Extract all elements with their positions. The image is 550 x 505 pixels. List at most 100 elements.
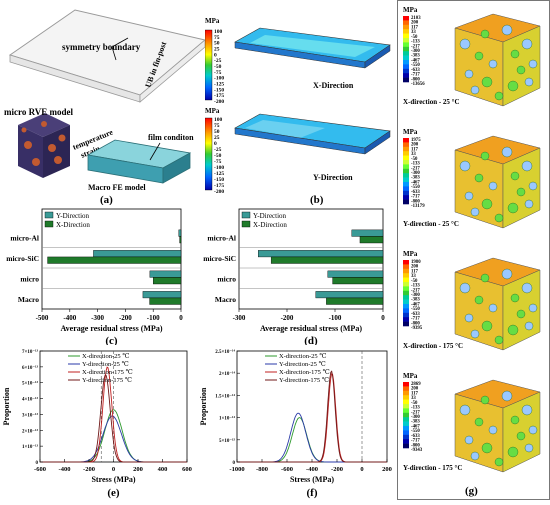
- bar-x-direction: [179, 236, 182, 244]
- category-label: Macro: [215, 295, 236, 304]
- y-tick-label: 0: [36, 461, 39, 466]
- g-caption: X-direction - 25 °C: [403, 98, 460, 106]
- x-tick-label: -200: [331, 466, 343, 473]
- g-unit: MPa: [403, 128, 418, 136]
- x-tick-label: 0: [179, 314, 183, 322]
- bar-y-direction: [258, 250, 384, 258]
- g-colorbar-segment: [403, 412, 409, 418]
- g-tick-label: -133: [411, 40, 420, 45]
- legend-label-y: Y-Direction: [56, 212, 90, 220]
- g-tick-label: -13656: [411, 82, 425, 87]
- sic-particle: [459, 160, 471, 172]
- sic-particle: [510, 415, 520, 425]
- x-tick-label: -600: [281, 466, 293, 473]
- g-colorbar-segment: [403, 273, 409, 278]
- sic-particle: [494, 91, 504, 101]
- g-colorbar-segment: [403, 264, 409, 270]
- sic-particle: [528, 59, 538, 69]
- x-axis-label: Average residual stress (MPa): [61, 324, 163, 333]
- x-axis-label: Stress (MPa): [290, 475, 334, 484]
- sic-particle: [474, 295, 484, 305]
- y-tick-label: 1×10⁻¹⁴: [219, 416, 235, 422]
- g-colorbar-segment: [403, 295, 409, 300]
- colorbar-tick-label: -50: [214, 153, 222, 159]
- x-axis-label: Stress (MPa): [91, 475, 135, 484]
- g-colorbar-segment: [403, 177, 409, 183]
- sic-particle: [516, 431, 526, 441]
- x-tick-label: -1000: [229, 466, 244, 473]
- legend-label-x: X-Direction: [253, 221, 287, 229]
- g-tick-label: -717: [411, 317, 420, 322]
- colorbar-tick-label: -25: [214, 147, 222, 153]
- x-tick-label: -400: [63, 314, 76, 322]
- g-tick-label: -550: [411, 429, 420, 434]
- g-unit: MPa: [403, 250, 418, 258]
- g-colorbar-segment: [403, 173, 409, 178]
- x-tick-label: 0: [360, 466, 363, 473]
- x-tick-label: 200: [382, 466, 392, 473]
- g-colorbar-segment: [403, 439, 409, 444]
- colorbar-tick-label: -150: [214, 177, 224, 183]
- sic-particle: [507, 446, 519, 458]
- sic-particle: [488, 303, 498, 313]
- sic-particle: [521, 282, 533, 294]
- sic-particle: [524, 77, 534, 87]
- sic-particle: [510, 49, 520, 59]
- g-colorbar-segment: [403, 299, 409, 305]
- g-colorbar-segment: [403, 16, 409, 21]
- legend-label: X-direction-175 ℃: [82, 368, 133, 376]
- sic-particle: [501, 390, 513, 402]
- g-colorbar-segment: [403, 51, 409, 56]
- g-colorbar-segment: [403, 190, 409, 196]
- g-tick-label: -467: [411, 180, 420, 185]
- colorbar-tick-label: -100: [214, 165, 224, 171]
- colorbar-tick-label: 25: [214, 47, 220, 53]
- g-colorbar-segment: [403, 290, 409, 296]
- category-label: micro-Al: [207, 233, 236, 242]
- sic-particle: [528, 425, 538, 435]
- x-direction-slab-inner: [250, 35, 375, 57]
- x-tick-label: -100: [329, 314, 342, 322]
- g-tick-label: -217: [411, 166, 420, 171]
- legend-swatch-x: [44, 220, 54, 228]
- sic-particle: [521, 160, 533, 172]
- x-tick-label: -500: [36, 314, 49, 322]
- g-tick-label: -717: [411, 73, 420, 78]
- x-tick-label: -400: [59, 466, 71, 473]
- g-tick-label: -633: [411, 312, 420, 317]
- y-direction-slab-end: [364, 130, 391, 155]
- sic-particle: [494, 335, 504, 345]
- legend-label: Y-direction-25 ℃: [82, 360, 129, 368]
- g-tick-label: 33: [411, 274, 416, 279]
- legend-label-x: X-Direction: [56, 221, 90, 229]
- x-tick-label: -200: [119, 314, 132, 322]
- colorbar-tick-label: 50: [214, 129, 220, 135]
- x-tick-label: 200: [133, 466, 143, 473]
- sic-particle: [524, 443, 534, 453]
- g-colorbar-segment: [403, 155, 409, 161]
- g-colorbar-segment: [403, 404, 409, 409]
- film-arrow: [149, 142, 161, 161]
- b-bottom-unit: MPa: [205, 107, 220, 115]
- bar-x-direction: [359, 236, 384, 244]
- y-tick-label: 2×10⁻¹³: [22, 428, 38, 434]
- g-colorbar-segment: [403, 164, 409, 170]
- g-colorbar-segment: [403, 399, 409, 405]
- g-colorbar-segment: [403, 182, 409, 187]
- x-axis-label: Average residual stress (MPa): [260, 324, 362, 333]
- g-tick-label: 2869: [411, 382, 421, 387]
- g-colorbar-segment: [403, 42, 409, 48]
- sic-particle: [528, 303, 538, 313]
- x-tick-label: -800: [256, 466, 268, 473]
- sic-particle: [501, 24, 513, 36]
- sic-particle: [524, 199, 534, 209]
- g-colorbar-segment: [403, 286, 409, 292]
- bar-y-direction: [149, 270, 182, 278]
- colorbar-tick-label: 75: [214, 123, 220, 129]
- g-colorbar-segment: [403, 77, 409, 83]
- x-tick-label: 400: [158, 466, 168, 473]
- colorbar-tick-label: -175: [214, 93, 224, 99]
- panel-d: Y-Direction X-Direction micro-Al micro-SiC m…: [197, 205, 397, 347]
